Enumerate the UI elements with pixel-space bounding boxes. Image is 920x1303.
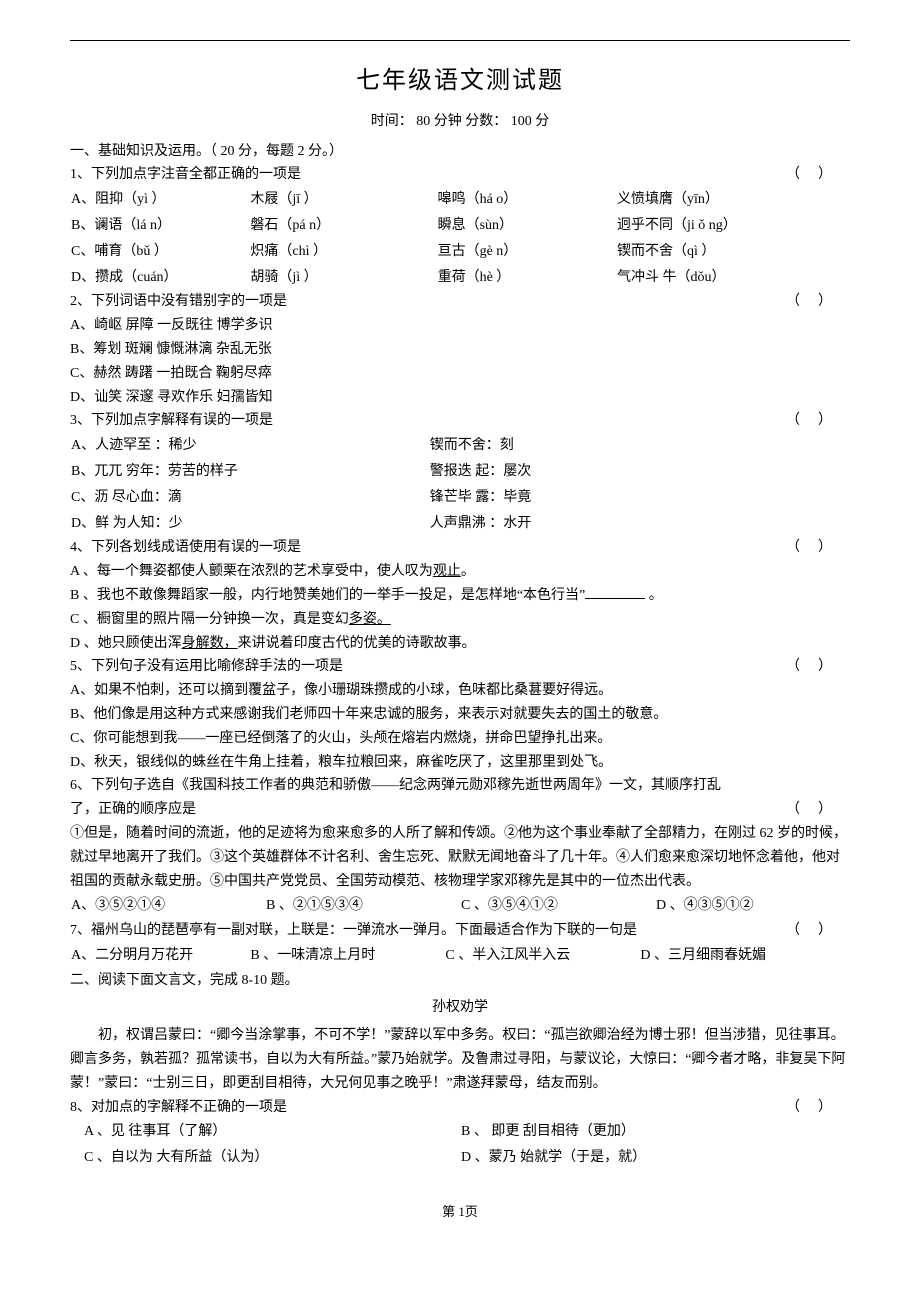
q4-B-pre: B 、我也不敢像舞蹈家一般，内行地赞美她们的一举手一投足，是怎样地“本色行当”: [70, 588, 585, 603]
q4-A-post: 。: [461, 564, 475, 579]
q5-D: D、秋天，银线似的蛛丝在牛角上挂着，粮车拉粮回来，麻雀吃厌了，这里那里到处飞。: [70, 751, 850, 775]
q6-stem-line2: 了，正确的顺序应是 （）: [70, 798, 850, 822]
q1-C-2: 炽痛（chì ）: [249, 239, 436, 265]
answer-paren: （）: [786, 163, 850, 187]
q1-C-3: 亘古（gè n）: [437, 239, 616, 265]
passage-title: 孙权劝学: [70, 996, 850, 1020]
q7-B: B 、一味清凉上月时: [249, 943, 444, 969]
q7-stem-text: 7、福州乌山的琵琶亭有一副对联，上联是：一弹流水一弹月。下面最适合作为下联的一句…: [70, 923, 637, 938]
q1-options: A、阻抑（yì ） 木屐（jī ） 嗥鸣（há o） 义愤填膺（yīn） B、谰…: [70, 187, 850, 290]
q1-D-4: 气冲斗 牛（dǒu）: [616, 265, 850, 291]
q3-C-2: 锋芒毕 露：毕竟: [429, 485, 850, 511]
q2-C: C、赫然 踌躇 一拍既合 鞠躬尽瘁: [70, 362, 850, 386]
q1-D-2: 胡骑（jì ）: [249, 265, 436, 291]
q5-A: A、如果不怕刺，还可以摘到覆盆子，像小珊瑚珠攒成的小球，色味都比桑葚要好得远。: [70, 679, 850, 703]
q6-B: B 、②①⑤③④: [265, 893, 460, 919]
q2-stem-text: 2、下列词语中没有错别字的一项是: [70, 294, 287, 309]
q4-C: C 、橱窗里的照片隔一分钟换一次，真是变幻多姿。: [70, 608, 850, 632]
q3-C-1: C、沥 尽心血：滴: [70, 485, 429, 511]
q1-C-1: C、哺育（bǔ ）: [70, 239, 249, 265]
q1-B-3: 瞬息（sùn）: [437, 213, 616, 239]
page-footer: 第 1页: [70, 1201, 850, 1223]
q8-A: A 、见 往事耳（了解）: [70, 1119, 460, 1145]
page-subtitle: 时间： 80 分钟 分数： 100 分: [70, 110, 850, 134]
q4-D: D 、她只顾使出浑身解数，来讲说着印度古代的优美的诗歌故事。: [70, 632, 850, 656]
q1-A-2: 木屐（jī ）: [249, 187, 436, 213]
q1-A-4: 义愤填膺（yīn）: [616, 187, 850, 213]
q6-options: A、③⑤②①④ B 、②①⑤③④ C 、③⑤④①② D 、④③⑤①②: [70, 893, 850, 919]
q2-D: D、讪笑 深邃 寻欢作乐 妇孺皆知: [70, 386, 850, 410]
q5-B: B、他们像是用这种方式来感谢我们老师四十年来忠诚的服务，来表示对就要失去的国土的…: [70, 703, 850, 727]
q1-C-4: 锲而不舍（qì ）: [616, 239, 850, 265]
q3-options: A、人迹罕至 ：稀少锲而不舍：刻 B、兀兀 穷年：劳苦的样子警报迭 起：屡次 C…: [70, 433, 850, 536]
q3-stem-text: 3、下列加点字解释有误的一项是: [70, 413, 273, 428]
q4-D-underline: 身解数，: [182, 636, 238, 651]
q1-A-3: 嗥鸣（há o）: [437, 187, 616, 213]
q1-stem: 1、下列加点字注音全都正确的一项是 （）: [70, 163, 850, 187]
q6-stem-line1: 6、下列句子选自《我国科技工作者的典范和骄傲——纪念两弹元勋邓稼先逝世两周年》一…: [70, 774, 850, 798]
passage-body: 初，权谓吕蒙曰：“卿今当涂掌事，不可不学！”蒙辞以军中多务。权曰：“孤岂欲卿治经…: [70, 1024, 850, 1095]
answer-paren: （）: [786, 919, 850, 943]
q3-B-2: 警报迭 起：屡次: [429, 459, 850, 485]
q1-D-1: D、攒成（cuán）: [70, 265, 249, 291]
q6-stem-text2: 了，正确的顺序应是: [70, 802, 196, 817]
q1-B-4: 迥乎不同（ji ǒ ng）: [616, 213, 850, 239]
q7-C: C 、半入江风半入云: [444, 943, 639, 969]
q7-D: D 、三月细雨春妩媚: [639, 943, 850, 969]
q3-D-2: 人声鼎沸 ：水开: [429, 511, 850, 537]
q6-D: D 、④③⑤①②: [655, 893, 850, 919]
q1-stem-text: 1、下列加点字注音全都正确的一项是: [70, 167, 301, 182]
q8-B: B 、 即更 刮目相待（更加）: [460, 1119, 850, 1145]
section-2-heading: 二、阅读下面文言文，完成 8-10 题。: [70, 969, 850, 993]
q4-C-pre: C 、橱窗里的照片隔一分钟换一次，真是变幻: [70, 612, 349, 627]
q1-A-1: A、阻抑（yì ）: [70, 187, 249, 213]
q7-options: A、二分明月万花开 B 、一味清凉上月时 C 、半入江风半入云 D 、三月细雨春…: [70, 943, 850, 969]
q5-C: C、你可能想到我——一座已经倒落了的火山，头颅在熔岩内燃烧，拼命巴望挣扎出来。: [70, 727, 850, 751]
answer-paren: （）: [786, 409, 850, 433]
q3-B-1: B、兀兀 穷年：劳苦的样子: [70, 459, 429, 485]
q8-D: D 、蒙乃 始就学（于是，就）: [460, 1145, 850, 1171]
q1-D-3: 重荷（hè ）: [437, 265, 616, 291]
q1-B-2: 磐石（pá n）: [249, 213, 436, 239]
answer-paren: （）: [786, 1096, 850, 1120]
q4-stem-text: 4、下列各划线成语使用有误的一项是: [70, 540, 301, 555]
q4-A-pre: A 、每一个舞姿都使人颤栗在浓烈的艺术享受中，使人叹为: [70, 564, 433, 579]
q4-B: B 、我也不敢像舞蹈家一般，内行地赞美她们的一举手一投足，是怎样地“本色行当” …: [70, 584, 850, 608]
q4-B-post: 。: [645, 588, 663, 603]
q3-D-1: D、鲜 为人知：少: [70, 511, 429, 537]
q8-C: C 、自以为 大有所益（认为）: [70, 1145, 460, 1171]
section-1-heading: 一、基础知识及运用。（ 20 分，每题 2 分。）: [70, 140, 850, 164]
q4-D-pre: D 、她只顾使出浑: [70, 636, 182, 651]
q8-stem-text: 8、对加点的字解释不正确的一项是: [70, 1100, 287, 1115]
q4-D-post: 来讲说着印度古代的优美的诗歌故事。: [238, 636, 476, 651]
q1-B-1: B、谰语（lá n）: [70, 213, 249, 239]
answer-paren: （）: [786, 798, 850, 822]
q4-stem: 4、下列各划线成语使用有误的一项是 （）: [70, 536, 850, 560]
q3-A-2: 锲而不舍：刻: [429, 433, 850, 459]
q5-stem: 5、下列句子没有运用比喻修辞手法的一项是 （）: [70, 655, 850, 679]
q2-stem: 2、下列词语中没有错别字的一项是 （）: [70, 290, 850, 314]
answer-paren: （）: [786, 290, 850, 314]
q2-B: B、筹划 斑斓 慷慨淋漓 杂乱无张: [70, 338, 850, 362]
answer-paren: （）: [786, 536, 850, 560]
page-title: 七年级语文测试题: [70, 61, 850, 102]
q5-stem-text: 5、下列句子没有运用比喻修辞手法的一项是: [70, 659, 343, 674]
q7-A: A、二分明月万花开: [70, 943, 249, 969]
answer-paren: （）: [786, 655, 850, 679]
q7-stem: 7、福州乌山的琵琶亭有一副对联，上联是：一弹流水一弹月。下面最适合作为下联的一句…: [70, 919, 850, 943]
q4-A: A 、每一个舞姿都使人颤栗在浓烈的艺术享受中，使人叹为观止。: [70, 560, 850, 584]
q2-A: A、崎岖 屏障 一反既往 博学多识: [70, 314, 850, 338]
q6-C: C 、③⑤④①②: [460, 893, 655, 919]
q4-A-underline: 观止: [433, 564, 461, 579]
q3-stem: 3、下列加点字解释有误的一项是 （）: [70, 409, 850, 433]
q4-C-underline: 多姿。: [349, 612, 391, 627]
top-rule: [70, 40, 850, 41]
q6-body: ①但是，随着时间的流逝，他的足迹将为愈来愈多的人所了解和传颂。②他为这个事业奉献…: [70, 822, 850, 893]
q8-stem: 8、对加点的字解释不正确的一项是 （）: [70, 1096, 850, 1120]
q6-A: A、③⑤②①④: [70, 893, 265, 919]
q3-A-1: A、人迹罕至 ：稀少: [70, 433, 429, 459]
q4-B-blank: [585, 598, 645, 599]
q8-options: A 、见 往事耳（了解） B 、 即更 刮目相待（更加） C 、自以为 大有所益…: [70, 1119, 850, 1171]
